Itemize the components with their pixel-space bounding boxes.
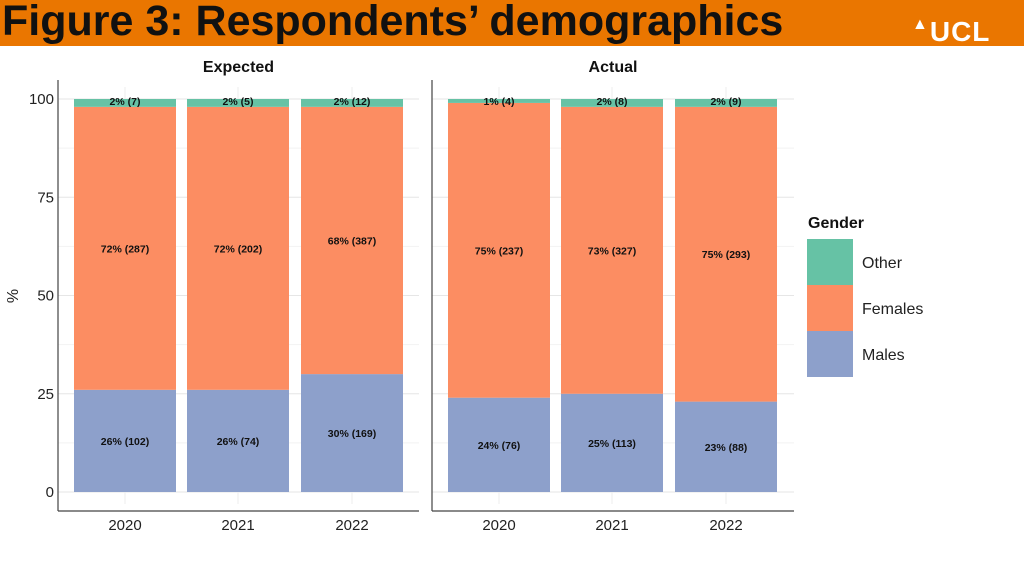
- bar-segment-other: [675, 99, 777, 107]
- bar-segment-males: [448, 397, 550, 492]
- y-tick-label: 100: [29, 91, 54, 108]
- data-label: 26% (74): [217, 436, 260, 448]
- y-tick-label: 25: [37, 386, 54, 403]
- bar-segment-males: [74, 389, 176, 492]
- x-tick-label: 2022: [335, 517, 368, 534]
- legend-label: Females: [862, 301, 923, 318]
- page-title: Figure 3: Respondents’ demographics: [2, 0, 784, 45]
- bar-segment-males: [561, 393, 663, 492]
- bar-segment-females: [448, 102, 550, 398]
- data-label: 2% (8): [597, 96, 628, 108]
- data-label: 2% (12): [334, 96, 371, 108]
- bar-segment-males: [187, 389, 289, 492]
- legend-title: Gender: [808, 215, 864, 232]
- bar-segment-females: [561, 106, 663, 394]
- y-tick-label: 0: [46, 484, 54, 501]
- legend-swatch-females: [807, 285, 853, 331]
- bar-segment-males: [675, 401, 777, 492]
- bar-segment-other: [301, 99, 403, 107]
- data-label: 26% (102): [101, 436, 149, 448]
- data-label: 2% (9): [711, 96, 742, 108]
- bar-segment-females: [187, 106, 289, 390]
- data-label: 2% (7): [110, 96, 141, 108]
- title-banner: Figure 3: Respondents’ demographics ▲UCL: [0, 0, 1024, 48]
- data-label: 75% (293): [702, 249, 750, 261]
- data-label: 23% (88): [705, 442, 748, 454]
- bar-segment-males: [301, 374, 403, 492]
- data-label: 75% (237): [475, 245, 523, 257]
- panel-title: Actual: [589, 59, 638, 76]
- y-tick-label: 50: [37, 288, 54, 305]
- bar-segment-other: [187, 99, 289, 107]
- legend-swatch-males: [807, 331, 853, 377]
- data-label: 25% (113): [588, 438, 636, 450]
- x-tick-label: 2020: [482, 517, 515, 534]
- panel-title: Expected: [203, 59, 274, 76]
- x-tick-label: 2021: [595, 517, 628, 534]
- legend-swatch-other: [807, 239, 853, 285]
- data-label: 73% (327): [588, 245, 636, 257]
- logo-text: UCL: [929, 16, 991, 47]
- y-axis-label: %: [5, 289, 22, 303]
- data-label: 2% (5): [223, 96, 254, 108]
- bar-segment-females: [301, 106, 403, 375]
- data-label: 72% (202): [214, 243, 262, 255]
- x-tick-label: 2020: [108, 517, 141, 534]
- portico-icon: ▲: [912, 16, 929, 33]
- data-label: 68% (387): [328, 235, 376, 247]
- bar-segment-other: [74, 99, 176, 107]
- ucl-logo: ▲UCL: [912, 16, 990, 48]
- bar-segment-other: [448, 99, 550, 103]
- legend-label: Males: [862, 347, 905, 364]
- x-tick-label: 2021: [221, 517, 254, 534]
- bar-segment-females: [675, 106, 777, 402]
- data-label: 72% (287): [101, 243, 149, 255]
- data-label: 1% (4): [484, 96, 515, 108]
- data-label: 24% (76): [478, 440, 521, 452]
- y-tick-label: 75: [37, 189, 54, 206]
- legend-label: Other: [862, 255, 903, 272]
- bar-segment-other: [561, 99, 663, 107]
- x-tick-label: 2022: [709, 517, 742, 534]
- bar-segment-females: [74, 106, 176, 390]
- data-label: 30% (169): [328, 428, 376, 440]
